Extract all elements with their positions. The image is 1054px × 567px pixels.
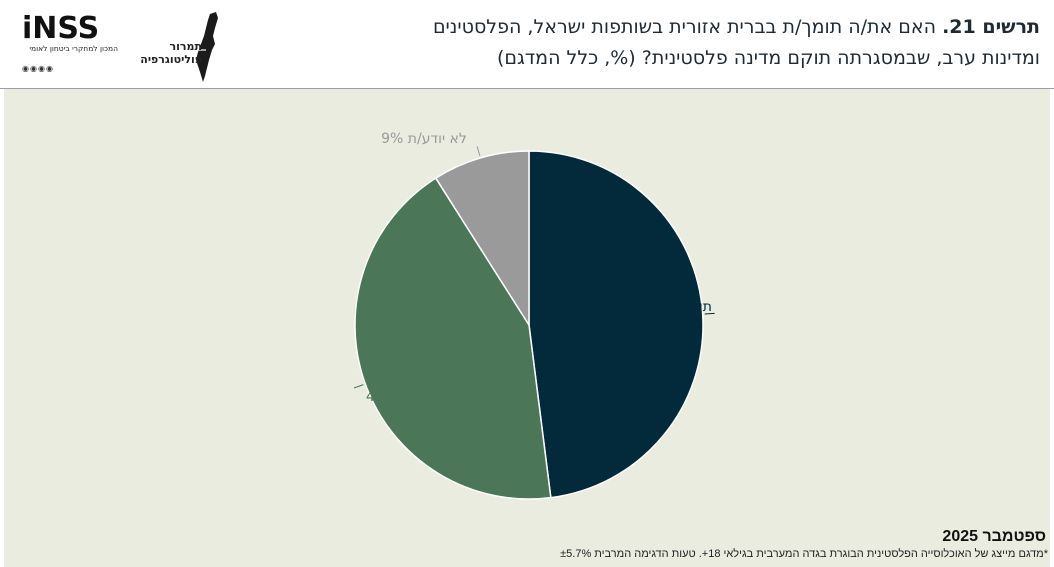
leader-line-2: [353, 384, 364, 389]
title-line-1: האם את/ה תומך/ת בברית אזורית בשותפות ישר…: [432, 16, 937, 38]
politography-logo-text: תמרור פוליטוגרפיה: [136, 40, 202, 66]
politography-line-1: תמרור: [169, 40, 203, 53]
politography-logo: תמרור פוליטוגרפיה: [136, 10, 226, 84]
slice-label-3: לא יודע/ת 9%: [381, 131, 467, 147]
inss-partner-icons: ◉◉◉◉: [22, 64, 54, 73]
pie-chart: תומך/ת 48% מתנגד/ת 43% לא יודע/ת 9%: [353, 131, 715, 500]
leader-line-3: [476, 146, 481, 157]
chart-title: תרשים 21. האם את/ה תומך/ת בברית אזורית ב…: [340, 12, 1040, 74]
inss-logo: iNSS המכון למחקרי ביטחון לאומי ◉◉◉◉: [22, 14, 122, 74]
slice-label-1: תומך/ת 48%: [632, 299, 712, 315]
title-number: תרשים 21.: [942, 16, 1040, 38]
leader-line-1: [704, 312, 715, 315]
slice-label-2: מתנגד/ת 43%: [366, 389, 453, 405]
inss-logo-word: iNSS: [22, 11, 100, 46]
footer-note: *מדגם מייצג של האוכלוסייה הפלסטינית הבוג…: [560, 548, 1048, 560]
title-line-2: ומדינות ערב, שבמסגרתה תוקם מדינה פלסטיני…: [496, 47, 1040, 69]
politography-line-2: פוליטוגרפיה: [140, 53, 202, 66]
pie-slice-1: [528, 150, 704, 499]
header: תרשים 21. האם את/ה תומך/ת בברית אזורית ב…: [0, 0, 1054, 89]
pie-slice-3: [434, 150, 530, 328]
pie-slice-2: [354, 177, 552, 500]
inss-logo-subtitle: המכון למחקרי ביטחון לאומי: [29, 44, 118, 53]
footer-date: ספטמבר 2025: [942, 528, 1046, 545]
chart-area: תומך/ת 48% מתנגד/ת 43% לא יודע/ת 9%: [4, 89, 1050, 567]
israel-map-icon: [196, 12, 218, 82]
